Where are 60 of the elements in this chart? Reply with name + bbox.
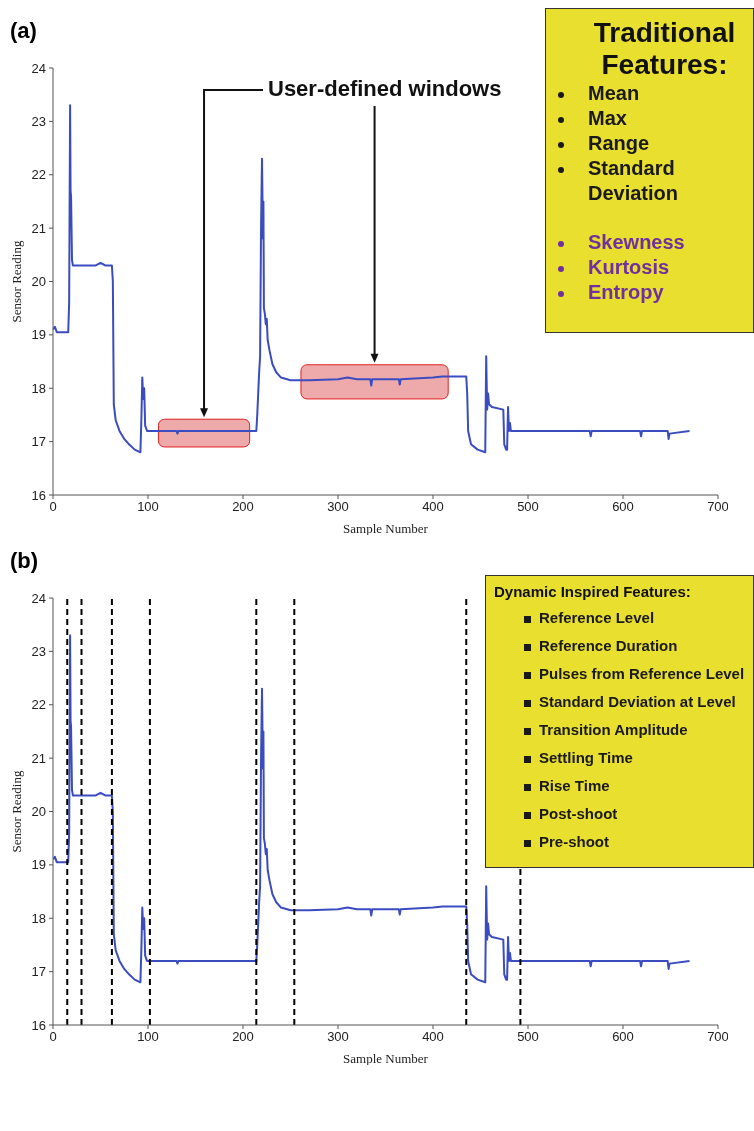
y-tick-label: 16 bbox=[31, 1017, 46, 1033]
annotation: Transition Amplitude bbox=[539, 720, 689, 740]
x-tick-label: 500 bbox=[517, 499, 539, 515]
annotation: Standard Deviation at Level bbox=[539, 692, 737, 712]
y-tick-label: 23 bbox=[31, 113, 46, 129]
y-tick-label: 17 bbox=[31, 964, 46, 980]
y-tick-label: 21 bbox=[31, 220, 46, 236]
annotation: Standard Deviation bbox=[588, 156, 680, 206]
y-axis-title: Sensor Reading bbox=[8, 240, 24, 323]
y-tick-label: 18 bbox=[31, 380, 46, 396]
annotation: Entropy bbox=[588, 280, 665, 305]
x-axis-title: Sample Number bbox=[343, 1051, 429, 1066]
x-tick-label: 400 bbox=[422, 499, 444, 515]
annotation: Mean bbox=[588, 81, 641, 106]
x-tick-label: 100 bbox=[137, 499, 159, 515]
y-tick-label: 24 bbox=[31, 60, 46, 76]
annotation: Kurtosis bbox=[588, 255, 671, 280]
x-tick-label: 100 bbox=[137, 1029, 159, 1045]
annotation: Reference Level bbox=[539, 608, 656, 628]
annotation: Rise Time bbox=[539, 776, 611, 796]
annotation: Skewness bbox=[588, 230, 686, 255]
y-tick-label: 22 bbox=[31, 697, 46, 713]
x-tick-label: 600 bbox=[612, 499, 634, 515]
annotation: Post-shoot bbox=[539, 804, 619, 824]
y-tick-label: 24 bbox=[31, 590, 46, 606]
x-tick-label: 200 bbox=[232, 499, 254, 515]
annotation: Settling Time bbox=[539, 748, 634, 768]
y-tick-label: 21 bbox=[31, 750, 46, 766]
chart-title: (a) bbox=[10, 18, 37, 44]
chart-title: (b) bbox=[10, 548, 39, 574]
x-tick-label: 700 bbox=[707, 499, 729, 515]
y-tick-label: 17 bbox=[31, 434, 46, 450]
y-tick-label: 22 bbox=[31, 167, 46, 183]
annotation: Pulses from Reference Level bbox=[539, 664, 745, 684]
y-tick-label: 20 bbox=[31, 274, 46, 290]
y-tick-label: 18 bbox=[31, 910, 46, 926]
y-tick-label: 16 bbox=[31, 487, 46, 503]
annotation: Range bbox=[588, 131, 651, 156]
x-tick-label: 300 bbox=[327, 1029, 349, 1045]
x-axis-title: Sample Number bbox=[343, 521, 429, 536]
annotation: User-defined windows bbox=[268, 76, 502, 102]
x-tick-label: 200 bbox=[232, 1029, 254, 1045]
line-series bbox=[53, 104, 691, 454]
x-tick-label: 0 bbox=[49, 499, 57, 515]
y-axis-title: Sensor Reading bbox=[8, 770, 24, 853]
x-tick-label: 600 bbox=[612, 1029, 634, 1045]
y-tick-label: 20 bbox=[31, 804, 46, 820]
text: Dynamic Inspired Features: bbox=[494, 582, 692, 602]
x-tick-label: 700 bbox=[707, 1029, 729, 1045]
annotation: Max bbox=[588, 106, 628, 131]
text: Traditional Features: bbox=[592, 17, 737, 81]
y-tick-label: 19 bbox=[31, 857, 46, 873]
x-tick-label: 0 bbox=[49, 1029, 57, 1045]
annotation: Pre-shoot bbox=[539, 832, 610, 852]
x-tick-label: 500 bbox=[517, 1029, 539, 1045]
annotation: Reference Duration bbox=[539, 636, 679, 656]
y-tick-label: 19 bbox=[31, 327, 46, 343]
x-tick-label: 300 bbox=[327, 499, 349, 515]
y-tick-label: 23 bbox=[31, 643, 46, 659]
x-tick-label: 400 bbox=[422, 1029, 444, 1045]
